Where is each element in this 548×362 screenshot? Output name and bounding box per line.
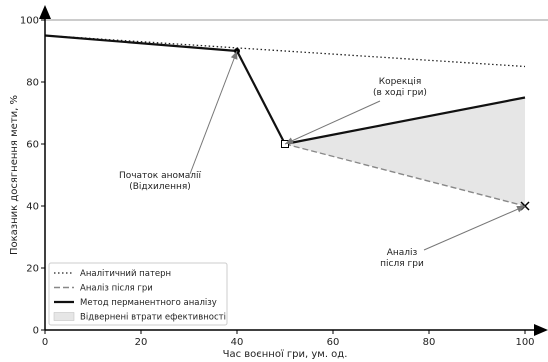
- y-axis-arrow: [39, 5, 51, 19]
- x-tick-label: 60: [327, 337, 340, 348]
- annotation-pointer-0: [189, 50, 238, 175]
- series-line-2: [44, 34, 526, 146]
- y-tick-label: 60: [26, 140, 39, 151]
- annotation-text: (в ході гри): [373, 88, 427, 98]
- axes-layer: [39, 5, 548, 336]
- annotation-text: після гри: [380, 259, 424, 269]
- annotation-text: (Відхилення): [129, 182, 191, 192]
- x-tick-label: 20: [135, 337, 148, 348]
- area-avoided-losses: [285, 97, 525, 206]
- x-axis-label: Час воєнної гри, ум. од.: [223, 349, 348, 360]
- y-tick-label: 0: [33, 326, 39, 337]
- series-layer: [44, 34, 526, 207]
- x-tick-label: 0: [42, 337, 48, 348]
- annotations-layer: Початок аномалії(Відхилення) Корекція(в х…: [119, 50, 526, 269]
- y-tick-label: 80: [26, 78, 39, 89]
- legend-swatch-area: [53, 312, 75, 321]
- series-line-0: [44, 34, 526, 68]
- legend: Аналітичний патерн Аналіз після гри Метод …: [48, 262, 228, 326]
- annotation-text: Аналіз: [387, 248, 418, 258]
- annotation-pointer-2: [423, 205, 526, 251]
- ticks-layer: 0 20 40 60 80 100 0 20 40 60 80 100: [20, 16, 535, 349]
- legend-label: Аналітичний патерн: [80, 269, 171, 279]
- legend-box: [48, 262, 228, 326]
- x-axis-arrow: [534, 324, 548, 336]
- legend-label: Аналіз після гри: [80, 284, 153, 294]
- annotation-pointer-1: [284, 100, 381, 145]
- x-tick-label: 80: [423, 337, 436, 348]
- y-tick-label: 40: [26, 202, 39, 213]
- annotation-arrowhead-0: [230, 51, 238, 60]
- x-tick-label: 40: [231, 337, 244, 348]
- y-tick-label: 100: [20, 16, 39, 27]
- y-axis-label: Показник досягнення мети, %: [9, 95, 20, 255]
- legend-label: Відвернені втрати ефективності: [80, 313, 226, 323]
- annotation-text: Початок аномалії: [119, 171, 202, 181]
- annotation-text: Корекція: [379, 77, 422, 87]
- legend-label: Метод перманентного аналізу: [80, 298, 217, 308]
- y-tick-label: 20: [26, 264, 39, 275]
- area-layer: [285, 97, 525, 206]
- series-line-1: [284, 143, 526, 207]
- x-tick-label: 100: [515, 337, 534, 348]
- annotation-arrowhead-1: [285, 137, 294, 144]
- annotation-arrowhead-2: [516, 205, 525, 213]
